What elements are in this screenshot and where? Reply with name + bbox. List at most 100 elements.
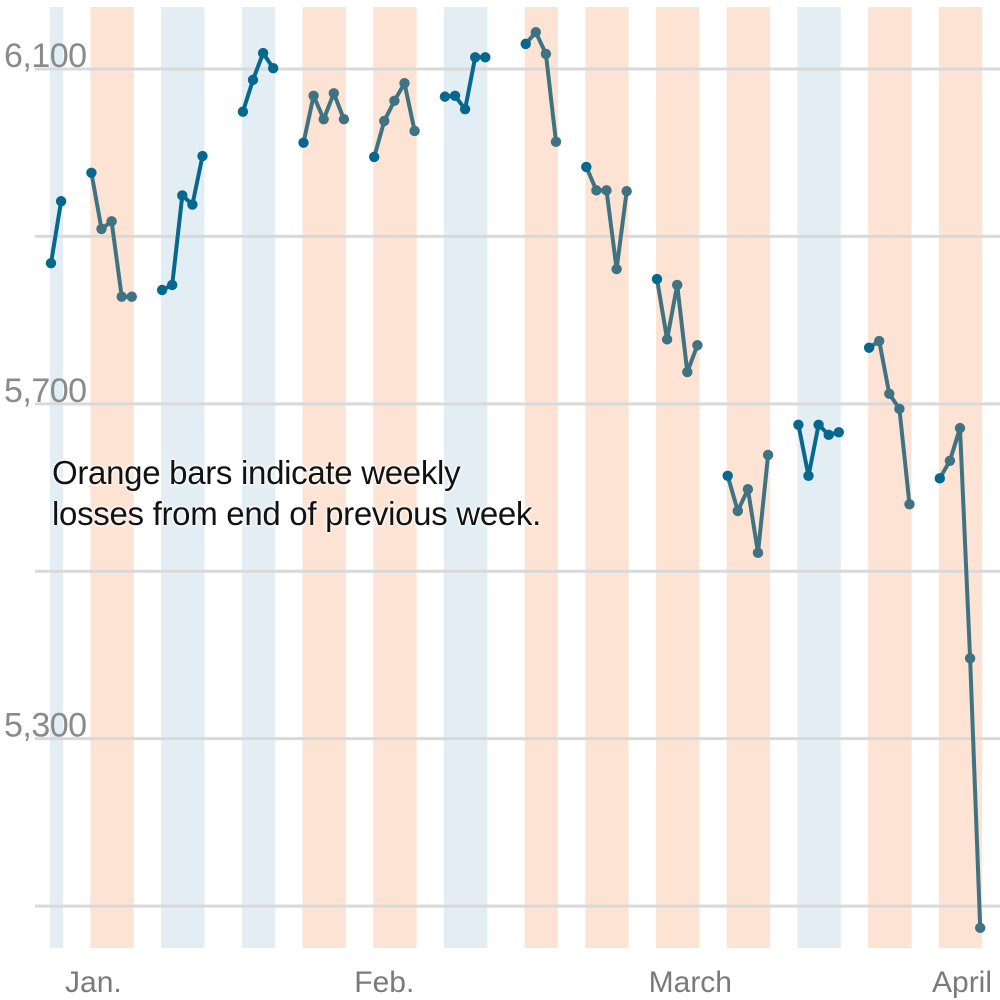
annotation-line-2: losses from end of previous week. — [52, 495, 541, 532]
week-series — [86, 167, 137, 302]
x-tick-label: Feb. — [354, 966, 414, 999]
data-point — [116, 291, 127, 302]
week-bars — [50, 7, 983, 948]
data-point — [874, 335, 885, 347]
data-point — [268, 62, 279, 74]
data-point — [45, 258, 57, 269]
week-series — [581, 161, 632, 275]
week-bar-loss — [90, 7, 134, 948]
y-tick-label: 6,100 — [4, 37, 87, 75]
data-point — [672, 279, 683, 291]
data-point — [894, 403, 905, 415]
data-point — [651, 273, 663, 285]
data-point — [318, 114, 329, 125]
data-point — [692, 340, 703, 351]
data-point — [591, 185, 602, 196]
data-point — [803, 470, 814, 482]
data-point — [126, 291, 137, 302]
data-point — [409, 125, 420, 137]
week-series — [298, 88, 350, 148]
week-bar-loss — [656, 7, 700, 948]
data-point — [379, 115, 390, 127]
data-point — [480, 52, 491, 63]
week-series — [45, 196, 67, 269]
week-series — [651, 273, 703, 378]
data-point — [308, 90, 319, 101]
data-point — [247, 74, 259, 86]
series-lines — [45, 26, 986, 934]
data-point — [621, 186, 632, 197]
x-axis-labels: Jan. Feb. March April — [65, 966, 992, 999]
week-series — [156, 150, 208, 296]
data-point — [459, 103, 471, 115]
week-line — [240, 51, 276, 114]
data-point — [55, 196, 67, 207]
data-point — [187, 199, 198, 210]
data-point — [863, 342, 875, 353]
data-point — [904, 499, 915, 510]
week-bar-gain — [241, 7, 276, 948]
data-point — [369, 151, 380, 163]
week-bar-loss — [585, 7, 629, 948]
data-point — [470, 52, 481, 63]
week-bar-loss — [726, 7, 771, 948]
data-point — [601, 185, 612, 196]
data-point — [581, 161, 592, 173]
data-point — [884, 388, 895, 399]
week-series — [934, 422, 986, 934]
x-tick-label: April — [932, 966, 992, 999]
data-point — [833, 427, 844, 438]
data-point — [257, 47, 269, 59]
week-series — [793, 419, 844, 482]
week-series — [369, 78, 420, 163]
data-point — [399, 78, 410, 89]
week-bar-gain — [443, 7, 488, 948]
data-point — [762, 449, 774, 461]
data-point — [439, 91, 451, 102]
week-series — [722, 449, 774, 559]
data-point — [742, 484, 754, 495]
data-point — [389, 95, 400, 107]
week-bar-loss — [302, 7, 346, 948]
gridlines — [35, 67, 1000, 908]
data-point — [86, 167, 97, 179]
data-point — [823, 429, 834, 441]
week-series — [237, 47, 279, 117]
data-point — [611, 263, 622, 275]
week-bar-loss — [373, 7, 417, 948]
y-tick-label: 5,700 — [4, 372, 87, 410]
data-point — [177, 190, 188, 201]
data-point — [964, 653, 976, 664]
data-point — [550, 136, 562, 148]
chart-annotation: Orange bars indicate weekly losses from … — [52, 452, 541, 534]
week-line — [523, 30, 558, 144]
data-point — [934, 473, 945, 484]
data-point — [752, 547, 764, 559]
data-point — [328, 88, 339, 99]
week-line — [49, 199, 64, 266]
data-point — [96, 223, 107, 235]
data-point — [520, 38, 531, 50]
data-point — [530, 26, 541, 38]
week-bar-gain — [161, 7, 205, 948]
data-point — [944, 455, 956, 466]
x-tick-label: Jan. — [65, 966, 122, 999]
data-point — [813, 419, 824, 430]
data-point — [722, 470, 733, 482]
week-series — [863, 335, 915, 510]
data-point — [106, 216, 117, 227]
data-point — [732, 505, 743, 517]
data-point — [197, 150, 208, 162]
data-point — [793, 419, 804, 430]
data-point — [661, 334, 673, 345]
week-series — [520, 26, 562, 148]
x-tick-label: March — [649, 966, 732, 999]
data-point — [167, 279, 178, 291]
data-point — [449, 90, 461, 101]
week-bar-loss — [868, 7, 912, 948]
data-point — [975, 922, 986, 934]
data-point — [954, 422, 966, 434]
week-series — [439, 52, 491, 115]
data-point — [540, 48, 552, 60]
